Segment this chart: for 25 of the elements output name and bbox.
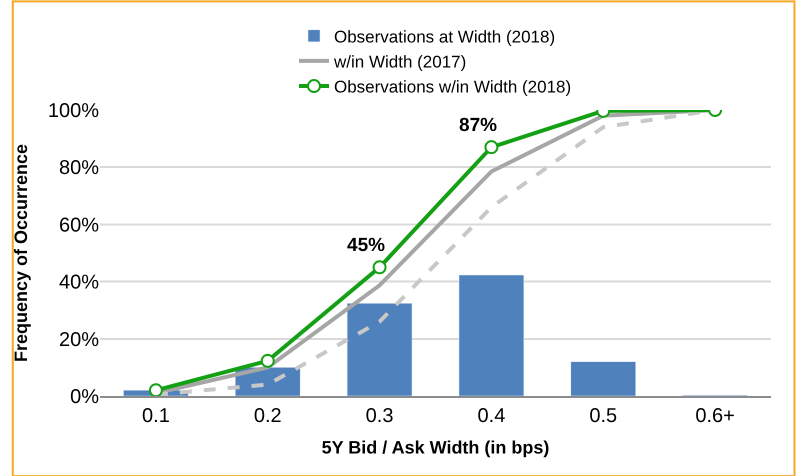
y-tick-label: 40% (58, 272, 100, 294)
point (372, 260, 387, 274)
y-tick-label: 80% (58, 157, 100, 180)
y-tick-label: 20% (58, 328, 100, 351)
y-tick-label: 60% (58, 214, 100, 236)
x-tick-label: 0.1 (142, 405, 170, 427)
y-tick-label: 100% (48, 100, 100, 122)
bar (570, 361, 636, 396)
x-tick-label: 0.5 (589, 405, 618, 427)
legend-label: Observations w/in Width (2018) (334, 78, 572, 97)
x-tick-label: 0.6+ (695, 405, 735, 427)
bar (346, 303, 412, 396)
annotation: 45% (347, 235, 386, 256)
legend-label: w/in Width (2017) (333, 52, 466, 72)
legend-label: Observations at Width (2018) (334, 27, 556, 46)
x-axis-title: 5Y Bid / Ask Width (in bps) (322, 438, 550, 458)
y-tick-label: 0% (70, 386, 100, 408)
annotation: 87% (459, 115, 498, 136)
x-tick-label: 0.3 (366, 405, 394, 427)
bar (458, 274, 524, 396)
x-tick-label: 0.4 (478, 405, 506, 427)
point (260, 354, 275, 368)
point (148, 383, 163, 396)
y-axis-title: Frequency of Occurrence (11, 144, 32, 362)
x-tick-label: 0.2 (254, 405, 282, 427)
